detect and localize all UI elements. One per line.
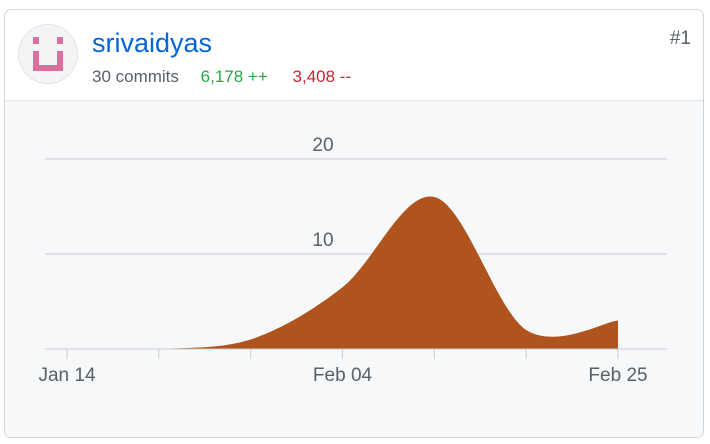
username-link[interactable]: srivaidyas: [92, 28, 213, 58]
additions-count: 6,178 ++: [200, 67, 268, 86]
avatar[interactable]: [18, 24, 78, 84]
contributor-card: srivaidyas 30 commits 6,178 ++ 3,408 -- …: [4, 9, 704, 438]
y-tick-label: 10: [312, 230, 333, 251]
deletions-count: 3,408 --: [292, 67, 352, 86]
contribution-stats: 30 commits 6,178 ++ 3,408 --: [92, 66, 351, 88]
identicon-icon: [33, 37, 63, 71]
commit-activity-chart: 10 20 Jan 14 Feb 04 Feb 25: [38, 135, 667, 386]
x-tick-label: Feb 25: [588, 365, 647, 386]
x-tick-label: Feb 04: [313, 365, 373, 386]
x-tick-label: Jan 14: [38, 365, 95, 386]
rank-badge: #1: [669, 28, 691, 49]
commit-area-series: [67, 196, 618, 349]
chart-area: 10 20 Jan 14 Feb 04 Feb 25: [5, 101, 703, 437]
y-tick-label: 20: [312, 135, 333, 156]
card-header: srivaidyas 30 commits 6,178 ++ 3,408 -- …: [5, 10, 703, 101]
commit-count[interactable]: 30 commits: [92, 67, 179, 86]
